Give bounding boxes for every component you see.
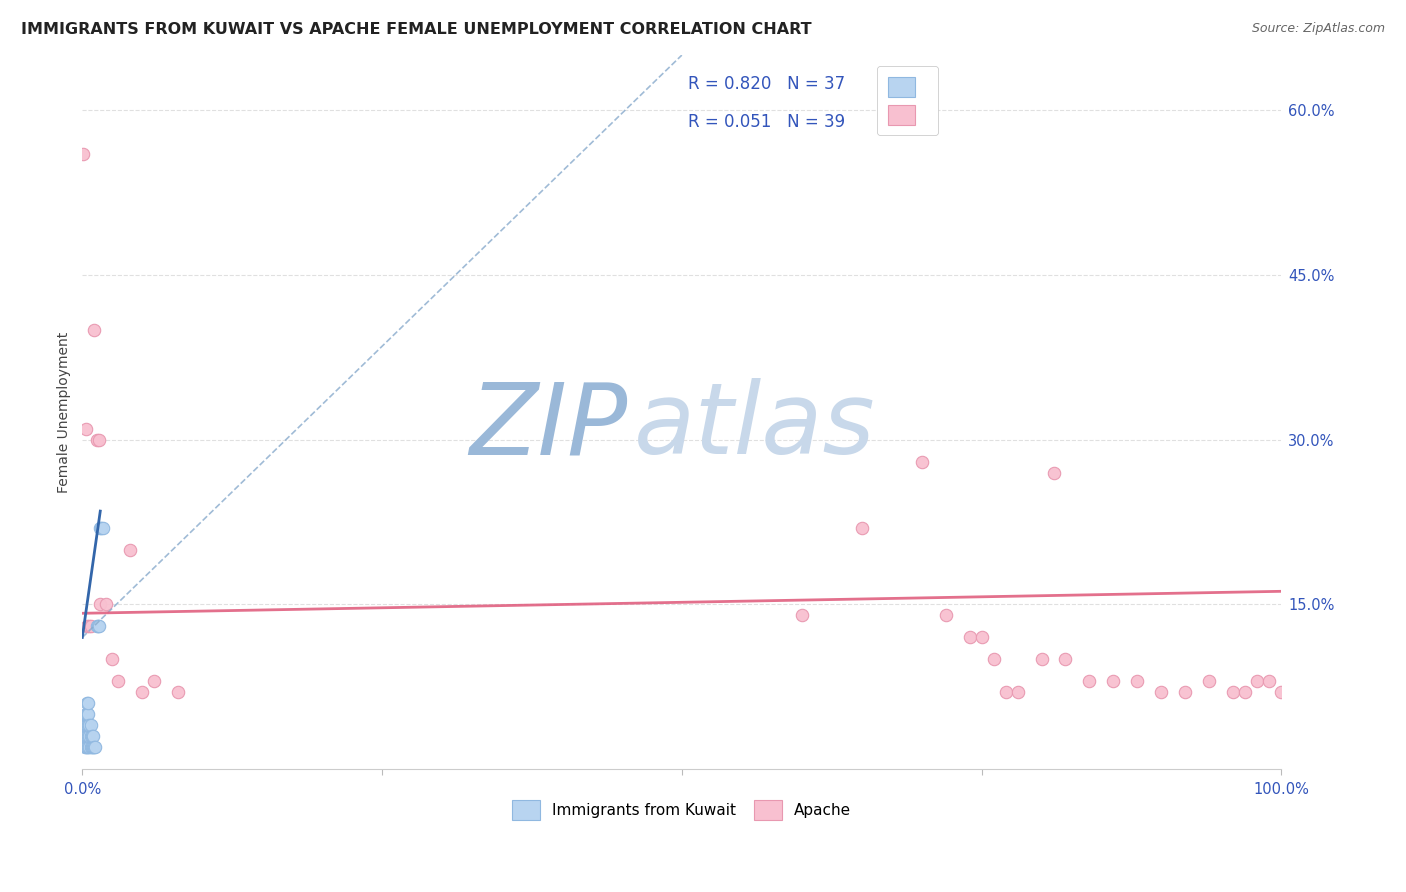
Point — [72, 147, 94, 161]
Point — [994, 685, 1017, 699]
Point — [79, 619, 101, 633]
Point — [1246, 674, 1268, 689]
Point — [77, 697, 100, 711]
Point — [1078, 674, 1101, 689]
Point — [80, 729, 103, 743]
Point — [107, 674, 129, 689]
Point — [143, 674, 166, 689]
Text: R = 0.820   N = 37: R = 0.820 N = 37 — [688, 75, 845, 93]
Text: IMMIGRANTS FROM KUWAIT VS APACHE FEMALE UNEMPLOYMENT CORRELATION CHART: IMMIGRANTS FROM KUWAIT VS APACHE FEMALE … — [21, 22, 811, 37]
Point — [76, 619, 98, 633]
Point — [82, 729, 104, 743]
Point — [87, 619, 110, 633]
Point — [1270, 685, 1292, 699]
Text: ZIP: ZIP — [470, 378, 628, 475]
Point — [76, 740, 98, 755]
Point — [73, 740, 96, 755]
Point — [1102, 674, 1125, 689]
Point — [75, 718, 97, 732]
Point — [167, 685, 190, 699]
Text: Source: ZipAtlas.com: Source: ZipAtlas.com — [1251, 22, 1385, 36]
Point — [76, 729, 98, 743]
Point — [1150, 685, 1173, 699]
Point — [75, 740, 97, 755]
Point — [87, 433, 110, 447]
Point — [101, 652, 124, 666]
Point — [72, 718, 94, 732]
Point — [89, 598, 111, 612]
Point — [76, 697, 98, 711]
Y-axis label: Female Unemployment: Female Unemployment — [58, 332, 72, 493]
Point — [1031, 652, 1053, 666]
Point — [79, 718, 101, 732]
Point — [79, 619, 101, 633]
Point — [79, 729, 101, 743]
Legend: Immigrants from Kuwait, Apache: Immigrants from Kuwait, Apache — [506, 794, 858, 826]
Point — [75, 707, 97, 722]
Point — [77, 707, 100, 722]
Point — [77, 729, 100, 743]
Point — [77, 718, 100, 732]
Point — [1007, 685, 1029, 699]
Point — [96, 598, 118, 612]
Point — [73, 718, 96, 732]
Point — [1054, 652, 1077, 666]
Point — [959, 631, 981, 645]
Point — [84, 740, 107, 755]
Point — [935, 608, 957, 623]
Point — [77, 740, 100, 755]
Point — [1222, 685, 1244, 699]
Point — [1258, 674, 1281, 689]
Point — [790, 608, 813, 623]
Point — [851, 520, 873, 534]
Text: R = 0.051   N = 39: R = 0.051 N = 39 — [688, 112, 845, 130]
Text: atlas: atlas — [634, 378, 876, 475]
Point — [120, 542, 142, 557]
Point — [86, 433, 108, 447]
Point — [75, 422, 97, 436]
Point — [72, 729, 94, 743]
Point — [1198, 674, 1220, 689]
Point — [76, 718, 98, 732]
Point — [1042, 466, 1064, 480]
Point — [83, 740, 105, 755]
Point — [983, 652, 1005, 666]
Point — [90, 520, 112, 534]
Point — [79, 718, 101, 732]
Point — [83, 323, 105, 337]
Point — [75, 729, 97, 743]
Point — [970, 631, 993, 645]
Point — [1234, 685, 1257, 699]
Point — [131, 685, 153, 699]
Point — [80, 740, 103, 755]
Point — [1174, 685, 1197, 699]
Point — [91, 520, 114, 534]
Point — [82, 740, 104, 755]
Point — [79, 729, 101, 743]
Point — [87, 619, 110, 633]
Point — [76, 707, 98, 722]
Point — [79, 740, 101, 755]
Point — [1126, 674, 1149, 689]
Point — [73, 729, 96, 743]
Point — [79, 740, 101, 755]
Point — [89, 520, 111, 534]
Point — [86, 619, 108, 633]
Point — [910, 455, 932, 469]
